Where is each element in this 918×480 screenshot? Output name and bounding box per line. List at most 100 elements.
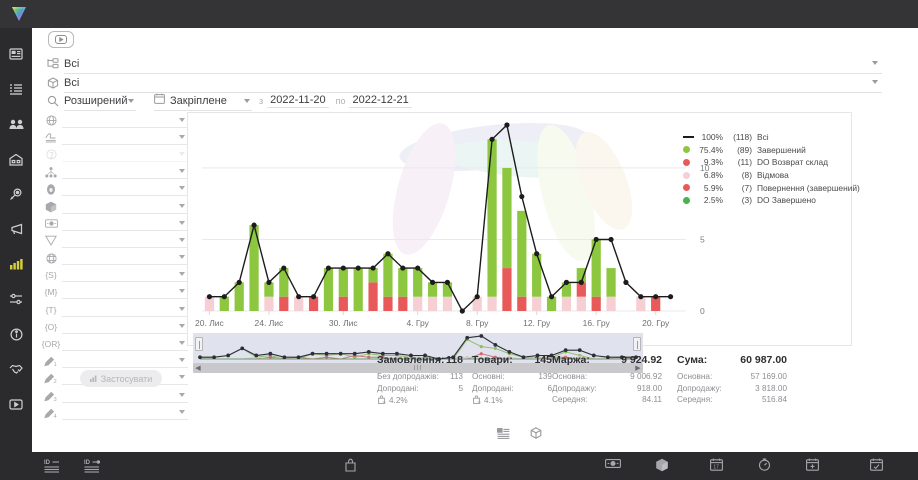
list-view-toggle[interactable] bbox=[497, 426, 510, 444]
filter-row-0 bbox=[40, 112, 188, 129]
stat-footer: % 4.2% bbox=[377, 395, 463, 406]
filter-select-3[interactable] bbox=[62, 165, 188, 180]
filter-select-10[interactable] bbox=[62, 285, 188, 300]
filter-select-5[interactable] bbox=[62, 200, 188, 214]
chevron-down-icon bbox=[179, 323, 185, 328]
sidebar-item-megaphone[interactable] bbox=[0, 220, 32, 238]
box-view-toggle[interactable] bbox=[530, 426, 542, 444]
legend-label: Відмова bbox=[757, 170, 789, 181]
bottom-timer[interactable] bbox=[758, 458, 771, 471]
pen-3-icon: 3 bbox=[40, 389, 62, 403]
date-from-input[interactable]: 2022-11-20 bbox=[267, 94, 329, 108]
bottom-calendar[interactable]: 17 bbox=[710, 458, 723, 471]
filter-select-6[interactable] bbox=[62, 217, 188, 231]
sidebar-item-support[interactable] bbox=[0, 360, 32, 378]
filter-select-8[interactable] bbox=[62, 251, 188, 266]
legend-item-2[interactable]: 9.3% (11) DO Возврат склад bbox=[683, 156, 860, 169]
chevron-down-icon bbox=[128, 98, 134, 103]
svg-text:1: 1 bbox=[54, 362, 57, 367]
filter-row-12: {O} bbox=[40, 318, 188, 335]
legend-marker bbox=[683, 196, 690, 204]
calendar-icon bbox=[154, 93, 165, 107]
stat-line: Допродані: 6 bbox=[472, 383, 552, 395]
filter-select-9[interactable] bbox=[62, 268, 188, 283]
bottom-calendar-check[interactable] bbox=[870, 458, 883, 471]
scroll-right-arrow[interactable]: ▶ bbox=[635, 365, 641, 372]
top-bar bbox=[0, 0, 918, 28]
legend-percent: 75.4% bbox=[699, 144, 723, 155]
chevron-down-icon bbox=[179, 375, 185, 380]
bottom-bag[interactable] bbox=[344, 458, 357, 472]
date-preset-select[interactable]: Закріплене bbox=[154, 92, 252, 111]
sidebar-item-warehouse[interactable] bbox=[0, 150, 32, 168]
bottom-box[interactable] bbox=[655, 458, 669, 472]
filter-select-13[interactable] bbox=[62, 337, 188, 352]
filter-select-1[interactable] bbox=[62, 131, 188, 145]
sidebar-item-analytics[interactable] bbox=[0, 255, 32, 273]
stat-line-label: Без допродажів: bbox=[377, 372, 439, 381]
filter-select-16[interactable] bbox=[62, 389, 188, 403]
navigator-selection[interactable] bbox=[193, 333, 643, 363]
svg-text:0: 0 bbox=[700, 306, 705, 316]
scrollbar-grip[interactable]: III bbox=[413, 364, 423, 372]
navigator-scrollbar[interactable]: ◀ III ▶ bbox=[193, 363, 643, 373]
sidebar-item-users[interactable] bbox=[0, 115, 32, 133]
chart-plot[interactable]: 0 5 10 20. Лис 24. Лис 30. Лис 4. Гру 8. Гру 12.… bbox=[194, 119, 846, 341]
filter-select-11[interactable] bbox=[62, 303, 188, 317]
sidebar-item-tag[interactable] bbox=[0, 185, 32, 203]
legend-item-1[interactable]: 75.4% (89) Завершений bbox=[683, 144, 860, 157]
legend-item-4[interactable]: 5.9% (7) Повернення (завершений) bbox=[683, 181, 860, 194]
filter-select-12[interactable] bbox=[62, 320, 188, 334]
legend-item-5[interactable]: 2.5% (3) DO Завершено bbox=[683, 194, 860, 207]
filter-select-2[interactable] bbox=[62, 148, 188, 162]
filter-row-1 bbox=[40, 129, 188, 146]
filter-row-category: Всі bbox=[42, 54, 882, 74]
filter-row-13: {OR} bbox=[40, 335, 188, 352]
bottom-toolbar: ID ID bbox=[32, 452, 918, 480]
scroll-left-arrow[interactable]: ◀ bbox=[195, 365, 201, 372]
category-select[interactable]: Всі bbox=[64, 55, 882, 74]
sidebar-item-list[interactable] bbox=[0, 80, 32, 98]
bottom-id-list[interactable]: ID bbox=[44, 458, 60, 473]
filter-select-14[interactable] bbox=[62, 354, 188, 369]
filter-select-0[interactable] bbox=[62, 114, 188, 128]
stat-line-label: Середня: bbox=[677, 395, 713, 404]
chevron-down-icon bbox=[179, 289, 185, 294]
stat-title: Замовлення: bbox=[377, 354, 445, 366]
apply-button[interactable]: Застосувати bbox=[80, 370, 162, 387]
pen-1-icon: 1 bbox=[40, 354, 62, 368]
brace-or-icon: {OR} bbox=[41, 339, 61, 350]
product-select[interactable]: Всі bbox=[64, 74, 882, 93]
banknote-icon bbox=[40, 217, 62, 231]
search-icon[interactable] bbox=[42, 95, 64, 107]
sidebar-item-video[interactable] bbox=[0, 395, 32, 413]
cart-percent-icon: % bbox=[377, 395, 387, 406]
legend-item-3[interactable]: 6.8% (8) Відмова bbox=[683, 169, 860, 182]
chevron-down-icon bbox=[179, 341, 185, 346]
search-mode-select[interactable]: Розширений bbox=[64, 92, 136, 111]
filter-select-7[interactable] bbox=[62, 234, 188, 248]
stat-line-value: 516.84 bbox=[761, 395, 787, 404]
bottom-id-link[interactable]: ID bbox=[84, 458, 100, 473]
sidebar-item-settings[interactable] bbox=[0, 290, 32, 308]
video-tutorial-button[interactable] bbox=[48, 31, 74, 48]
sidebar-item-info[interactable] bbox=[0, 325, 32, 343]
triangle-logo[interactable] bbox=[9, 4, 29, 24]
date-to-input[interactable]: 2022-12-21 bbox=[349, 94, 412, 108]
bottom-money[interactable] bbox=[605, 458, 621, 469]
navigator-handle-left[interactable] bbox=[195, 337, 203, 351]
filter-select-4[interactable] bbox=[62, 182, 188, 197]
navigator-track[interactable] bbox=[193, 333, 643, 363]
package-icon bbox=[40, 200, 62, 214]
sidebar-item-dashboard[interactable] bbox=[0, 45, 32, 63]
filter-select-17[interactable] bbox=[62, 406, 188, 420]
legend-item-0[interactable]: 100% (118) Всі bbox=[683, 131, 860, 144]
navigator-handle-right[interactable] bbox=[633, 337, 641, 351]
stat-line-value: 918.00 bbox=[636, 383, 662, 393]
stat-footer-value: 4.1% bbox=[484, 396, 503, 405]
brace-m-icon: {M} bbox=[44, 287, 58, 298]
bottom-calendar-add[interactable] bbox=[806, 458, 819, 471]
stat-orders: Замовлення: 118 Без допродажів: 113 Допродан… bbox=[377, 354, 463, 406]
stat-line-label: Допродажу: bbox=[677, 383, 722, 393]
filter-row-17: 4 bbox=[40, 404, 188, 421]
